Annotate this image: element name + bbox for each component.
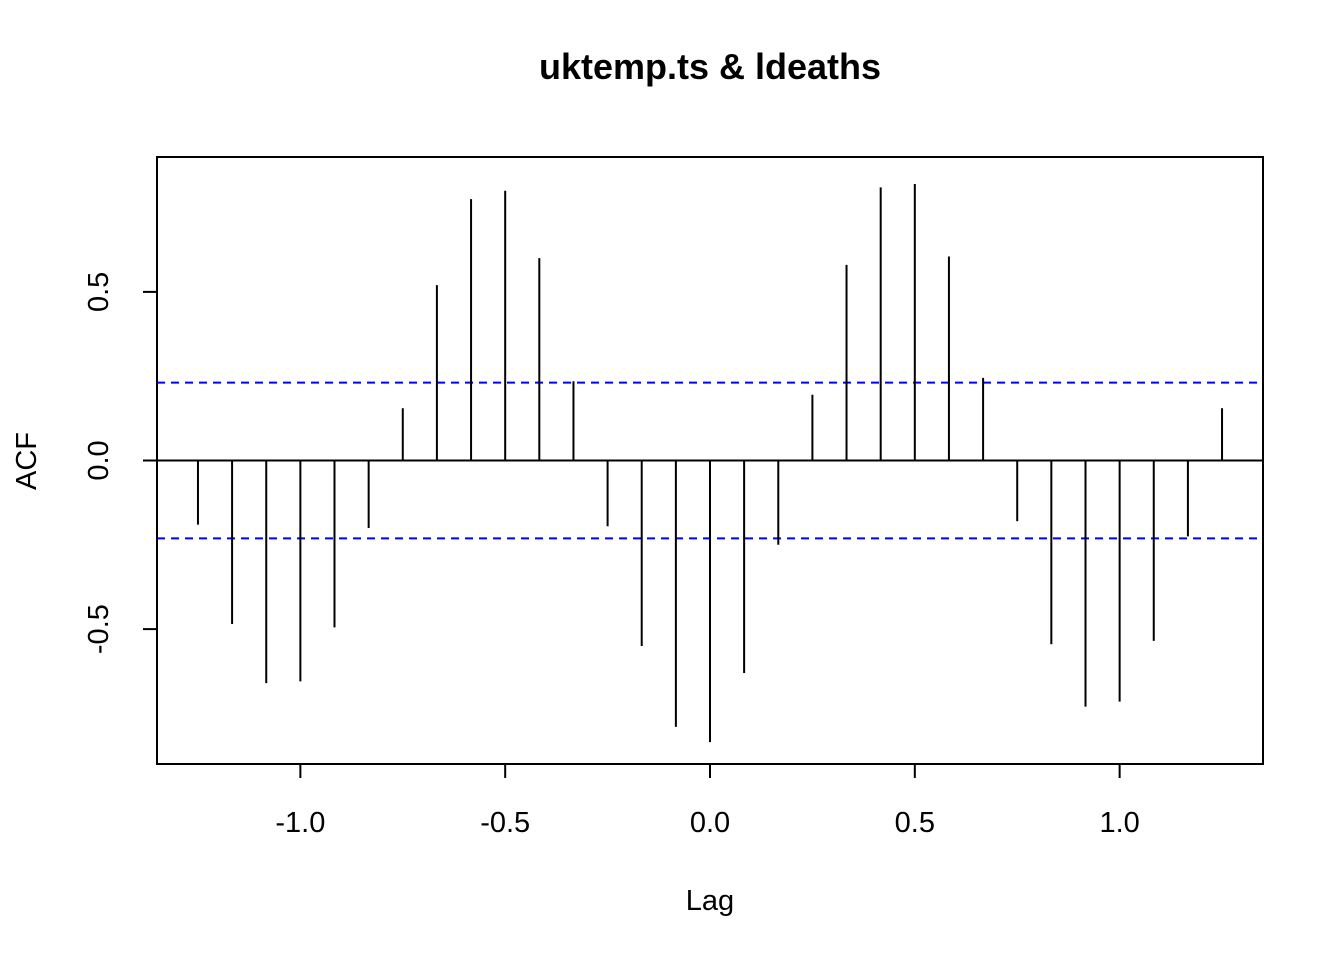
x-tick-label: -0.5 [480,807,530,839]
x-tick-label: 0.5 [895,807,935,839]
y-tick-label: 0.5 [83,272,115,312]
y-tick-label: 0.0 [83,440,115,480]
y-axis: -0.5 0.0 0.5 [83,272,158,654]
x-axis: -1.0 -0.5 0.0 0.5 1.0 [275,763,1140,839]
x-tick-label: 1.0 [1099,807,1139,839]
x-tick-label: 0.0 [690,807,730,839]
x-tick-label: -1.0 [275,807,325,839]
y-tick-label: -0.5 [83,604,115,654]
acf-bars [196,183,1224,743]
y-axis-label: ACF [11,432,43,490]
x-axis-label: Lag [686,885,734,917]
chart-title: uktemp.ts & ldeaths [539,46,881,87]
